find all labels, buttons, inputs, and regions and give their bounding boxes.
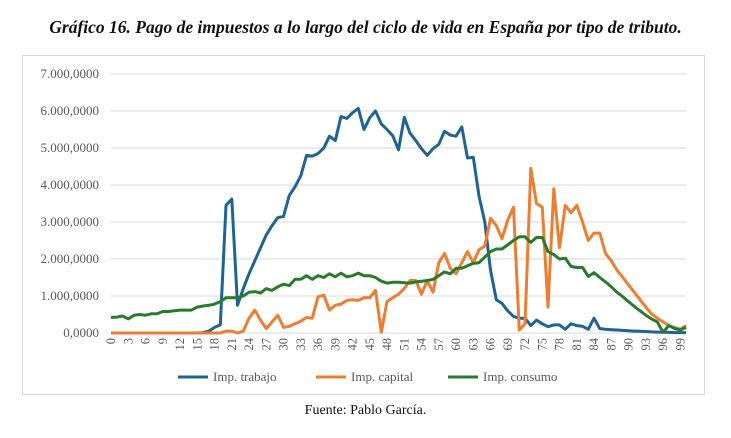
x-tick-label: 45 [363, 338, 377, 351]
x-tick-label: 54 [415, 337, 429, 350]
x-tick-label: 0 [104, 338, 118, 344]
chart-title: Gráfico 16. Pago de impuestos a lo largo… [49, 17, 682, 37]
x-tick-label: 51 [397, 338, 411, 351]
x-tick-label: 27 [259, 338, 273, 351]
x-tick-label: 6 [139, 338, 153, 344]
series-line-imp-capital [111, 166, 687, 335]
x-tick-label: 15 [190, 338, 204, 351]
x-tick-label: 39 [328, 338, 342, 351]
legend-label: Imp. trabajo [213, 369, 277, 384]
x-tick-label: 12 [173, 338, 187, 351]
x-tick-label: 87 [604, 338, 618, 351]
x-tick-label: 60 [449, 338, 463, 351]
x-tick-label: 30 [277, 338, 291, 351]
legend-label: Imp. consumo [483, 369, 557, 384]
x-tick-label: 93 [639, 338, 653, 351]
y-tick-label: 4.000,0000 [41, 177, 100, 192]
x-tick-label: 3 [121, 338, 135, 344]
line-chart: 0,0000 1.000,0000 2.000,0000 3.000,0000 4.00… [41, 66, 688, 384]
x-tick-label: 96 [656, 338, 670, 351]
chart-area: 0,0000 1.000,0000 2.000,0000 3.000,0000 4.00… [22, 55, 705, 395]
x-tick-label: 9 [156, 338, 170, 344]
x-tick-label: 21 [225, 338, 239, 351]
x-tick-label: 48 [380, 338, 394, 351]
x-tick-label: 99 [673, 338, 687, 351]
x-tick-label: 90 [622, 338, 636, 351]
x-tick-label: 78 [553, 338, 567, 351]
x-tick-label: 81 [570, 338, 584, 351]
y-tick-label: 3.000,0000 [41, 214, 100, 229]
x-tick-label: 24 [242, 337, 256, 350]
legend-label: Imp. capital [351, 369, 413, 384]
series-line-imp-consumo [110, 235, 687, 334]
y-tick-label: 7.000,0000 [41, 66, 100, 81]
y-tick-label: 5.000,0000 [41, 140, 100, 155]
x-tick-label: 66 [484, 338, 498, 351]
x-tick-label: 33 [294, 338, 308, 351]
x-tick-label: 57 [432, 338, 446, 351]
x-tick-label: 18 [208, 338, 222, 351]
x-tick-label: 72 [518, 338, 532, 351]
x-tick-label: 63 [466, 338, 480, 351]
chart-source: Fuente: Pablo García. [304, 403, 427, 418]
x-tick-label: 36 [311, 338, 325, 351]
y-tick-label: 6.000,0000 [41, 103, 100, 118]
x-tick-label: 84 [587, 337, 601, 350]
x-tick-label: 69 [501, 338, 515, 351]
x-tick-label: 75 [535, 338, 549, 351]
y-tick-label: 1.000,0000 [41, 288, 100, 303]
y-tick-label: 2.000,0000 [41, 251, 100, 266]
x-tick-label: 42 [346, 338, 360, 351]
y-tick-label: 0,0000 [63, 325, 99, 340]
series-line-imp-trabajo [111, 106, 686, 335]
